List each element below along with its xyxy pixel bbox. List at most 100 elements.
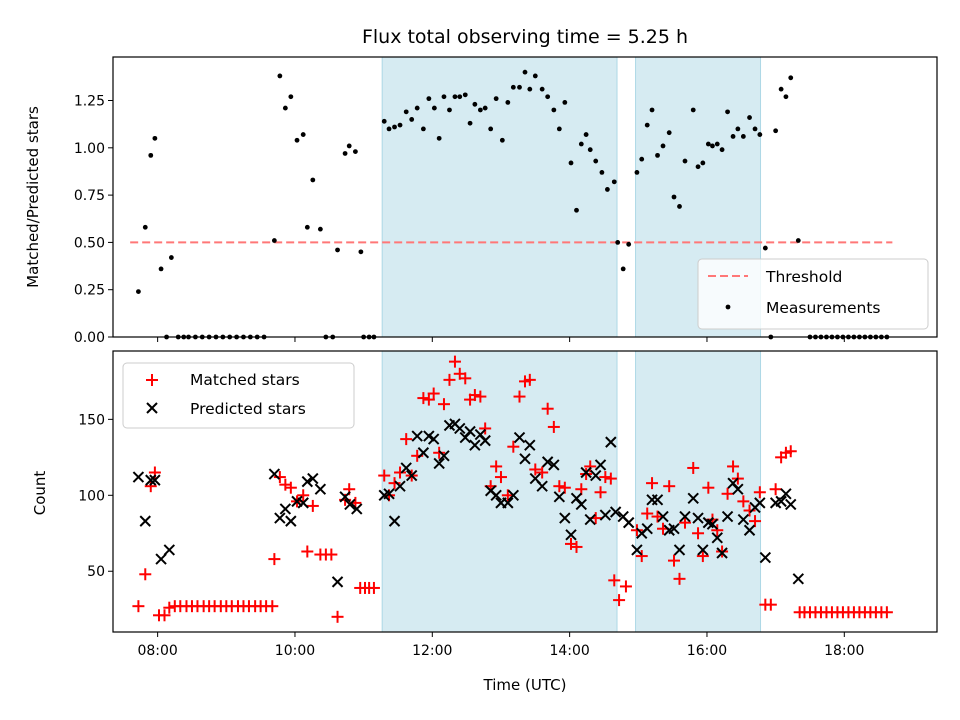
matched-star-point (743, 504, 756, 517)
matched-star-point (541, 402, 554, 415)
predicted-star-point (513, 431, 526, 444)
predicted-star-point (454, 422, 466, 435)
measurement-point (346, 143, 352, 149)
plot-frame (112, 56, 938, 338)
y-tick-label: 1.25 (74, 94, 105, 110)
matched-star-point (613, 594, 626, 607)
x-tick-label: 14:00 (549, 643, 589, 659)
measurement-point (499, 137, 505, 143)
predicted-star-point (163, 544, 176, 556)
predicted-star-point (668, 523, 680, 535)
predicted-stars-points (132, 418, 805, 588)
matched-star-point (388, 477, 401, 490)
predicted-star-point (706, 518, 719, 530)
predicted-star-point (609, 506, 622, 518)
legend-threshold-label: Threshold (765, 268, 842, 286)
matched-star-point (422, 393, 435, 406)
measurement-point (714, 141, 720, 147)
measurement-point (420, 126, 426, 132)
measurement-point (593, 158, 599, 164)
measurement-point (773, 128, 779, 134)
matched-star-point (437, 398, 450, 411)
measurement-point (277, 73, 283, 79)
measurement-point (615, 240, 621, 245)
measurement-point (300, 132, 306, 137)
matched-star-point (331, 610, 344, 623)
measurement-point (778, 86, 784, 92)
measurement-point (436, 135, 442, 141)
matched-star-point (144, 480, 157, 493)
predicted-star-point (651, 494, 664, 506)
matched-star-point (378, 469, 391, 482)
matched-star-point (536, 466, 549, 479)
matched-star-point (273, 471, 286, 484)
measurement-point (282, 105, 288, 111)
measurement-point (488, 126, 494, 132)
plot-frame (112, 350, 938, 633)
predicted-star-point (584, 513, 596, 526)
matched-star-point (553, 480, 566, 493)
matched-star-point (427, 387, 440, 400)
matched-star-point (663, 480, 676, 493)
matched-star-point (880, 606, 893, 619)
matched-star-point (325, 548, 338, 561)
matched-star-point (479, 422, 492, 435)
matched-star-point (716, 545, 729, 558)
measurement-point (294, 137, 300, 143)
measurement-point (545, 94, 551, 100)
legend-measurements-swatch (725, 304, 731, 310)
matched-star-point (737, 495, 750, 508)
measurement-point (397, 122, 403, 128)
matched-star-point (132, 600, 145, 613)
predicted-star-point (433, 457, 445, 470)
measurement-point (342, 151, 348, 156)
measurements-points (136, 69, 890, 340)
y-tick-label: 0.00 (74, 330, 105, 346)
measurement-point (583, 132, 589, 137)
predicted-star-point (490, 489, 502, 502)
matched-star-point (651, 510, 664, 523)
measurement-point (493, 96, 499, 102)
x-axis-label: Time (UTC) (483, 676, 567, 694)
matched-star-point (594, 486, 607, 499)
measurement-point (725, 109, 730, 115)
predicted-star-point (155, 553, 167, 565)
matched-star-point (599, 471, 612, 484)
measurement-point (599, 170, 605, 175)
measurement-point (719, 147, 725, 153)
measurement-point (568, 160, 574, 166)
predicted-star-point (541, 456, 554, 468)
bottom-panel: 50 100 150 08:00 10:00 12:00 14:00 16:00 18:00 C… (31, 350, 938, 694)
measurement-point (730, 134, 736, 139)
matched-star-point (668, 554, 681, 567)
predicted-star-point (692, 512, 704, 524)
legend-matched-label: Matched stars (190, 371, 300, 389)
y-tick-label: 50 (87, 564, 105, 580)
measurement-point (452, 94, 458, 100)
measurement-point (762, 245, 768, 251)
bottom-legend-box (122, 362, 355, 429)
measurement-point (649, 107, 655, 113)
matched-star-point (784, 445, 797, 458)
legend-predicted-label: Predicted stars (190, 400, 306, 418)
matched-star-point (284, 481, 297, 494)
matched-star-point (501, 489, 514, 502)
predicted-star-point (132, 471, 145, 483)
measurement-point (574, 207, 579, 213)
matched-star-point (433, 446, 446, 459)
measurement-point (660, 143, 666, 149)
measurement-point (671, 194, 677, 200)
x-tick-label: 08:00 (137, 643, 177, 659)
chart-title: Flux total observing time = 5.25 h (362, 26, 688, 48)
measurement-point (700, 160, 706, 166)
predicted-star-point (301, 475, 314, 488)
predicted-star-point (565, 529, 577, 541)
predicted-star-point (145, 474, 157, 486)
matched-star-point (297, 489, 310, 502)
top-y-axis-label: Matched/Predicted stars (24, 106, 42, 288)
predicted-star-point (737, 513, 750, 526)
matched-star-point (468, 389, 481, 402)
predicted-star-point (641, 523, 653, 535)
measurement-point (634, 170, 640, 175)
